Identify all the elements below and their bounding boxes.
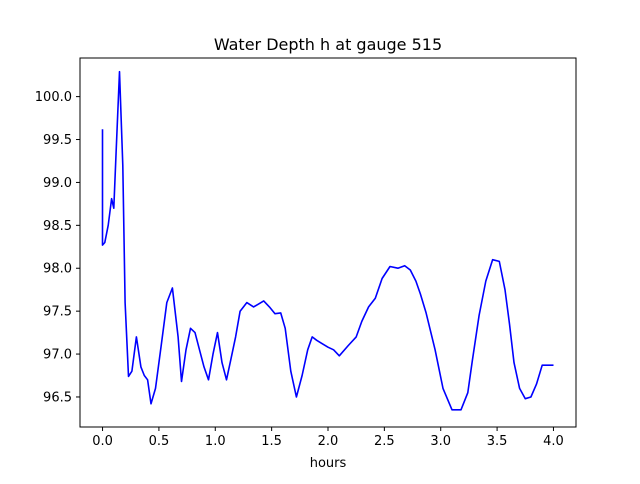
x-tick-label: 1.0 — [205, 434, 226, 449]
y-tick-label: 97.0 — [43, 348, 72, 363]
y-tick-label: 100.0 — [35, 90, 72, 105]
x-axis: 0.0 0.5 1.0 1.5 2.0 2.5 3.0 3.5 4.0 — [92, 427, 564, 449]
x-tick-label: 1.5 — [261, 434, 282, 449]
y-tick-label: 98.0 — [43, 262, 72, 277]
y-tick-label: 98.5 — [43, 219, 72, 234]
x-tick-label: 0.5 — [149, 434, 170, 449]
y-tick-label: 99.0 — [43, 176, 72, 191]
x-tick-label: 2.0 — [318, 434, 339, 449]
x-tick-label: 3.5 — [487, 434, 508, 449]
y-axis: 96.5 97.0 97.5 98.0 98.5 99.0 99.5 100.0 — [35, 90, 80, 405]
y-tick-label: 99.5 — [43, 133, 72, 148]
x-tick-label: 4.0 — [543, 434, 564, 449]
y-tick-label: 96.5 — [43, 390, 72, 405]
chart-title: Water Depth h at gauge 515 — [214, 35, 442, 54]
x-tick-label: 3.0 — [430, 434, 451, 449]
series-line — [101, 70, 554, 411]
plot-area — [101, 70, 554, 411]
x-tick-label: 0.0 — [92, 434, 113, 449]
y-tick-label: 97.5 — [43, 305, 72, 320]
x-tick-label: 2.5 — [374, 434, 395, 449]
x-axis-label: hours — [310, 456, 347, 471]
